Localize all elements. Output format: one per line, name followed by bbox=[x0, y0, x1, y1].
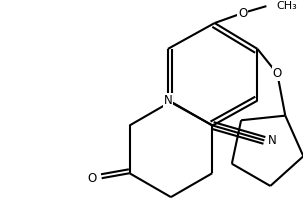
Text: N: N bbox=[268, 134, 277, 147]
Text: O: O bbox=[88, 172, 97, 185]
Text: O: O bbox=[238, 6, 247, 20]
Text: N: N bbox=[164, 94, 172, 107]
Text: CH₃: CH₃ bbox=[276, 1, 297, 11]
Text: O: O bbox=[273, 67, 282, 80]
